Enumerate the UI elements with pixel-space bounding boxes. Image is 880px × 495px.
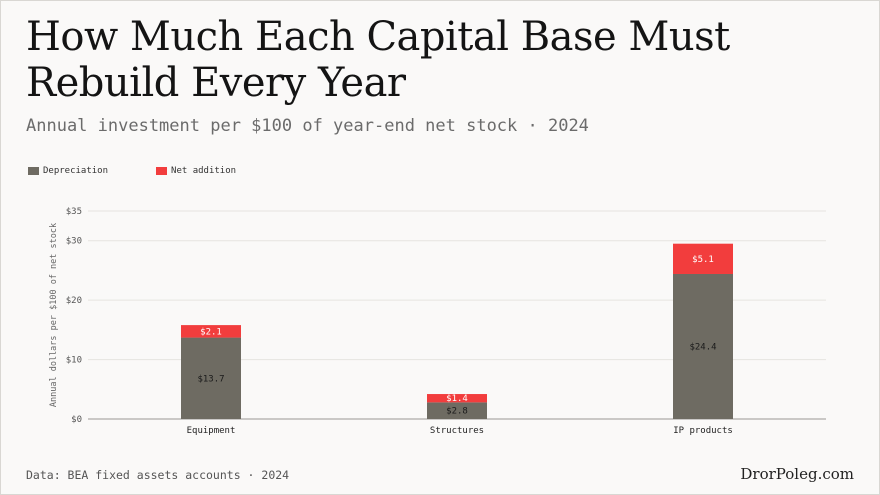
chart-title: How Much Each Capital Base Must Rebuild … (26, 14, 730, 106)
x-tick-label: Equipment (187, 426, 236, 436)
y-tick-label: $20 (66, 296, 82, 306)
data-label: $5.1 (692, 255, 714, 265)
chart-subtitle: Annual investment per $100 of year-end n… (26, 116, 589, 136)
data-label: $2.1 (200, 327, 222, 337)
data-label: $1.4 (446, 394, 468, 404)
bar-net-addition (181, 325, 241, 338)
legend-item-depreciation: Depreciation (28, 166, 108, 176)
data-source: Data: BEA fixed assets accounts · 2024 (26, 468, 290, 482)
legend-item-net-addition: Net addition (156, 166, 236, 176)
y-axis-title: Annual dollars per $100 of net stock (49, 223, 59, 407)
legend-swatch-depreciation (28, 167, 39, 175)
legend-label-net-addition: Net addition (171, 166, 237, 176)
bar-net-addition (673, 243, 733, 274)
y-tick-label: $0 (71, 415, 82, 425)
y-tick-label: $10 (66, 356, 82, 366)
x-tick-label: IP products (673, 426, 733, 436)
data-label: $13.7 (197, 374, 224, 384)
y-tick-label: $30 (66, 237, 82, 247)
y-tick-label: $35 (66, 207, 82, 217)
legend-label-depreciation: Depreciation (43, 166, 109, 176)
bar-depreciation (427, 402, 487, 419)
data-label: $24.4 (689, 342, 716, 352)
data-label: $2.8 (446, 407, 468, 417)
bar-net-addition (427, 394, 487, 403)
bar-depreciation (181, 337, 241, 419)
brand-logo: DrorPoleg.com (740, 465, 854, 483)
x-tick-label: Structures (430, 426, 484, 436)
bar-depreciation (673, 273, 733, 419)
legend: Depreciation Net addition (28, 166, 236, 176)
legend-swatch-net-addition (156, 167, 168, 175)
